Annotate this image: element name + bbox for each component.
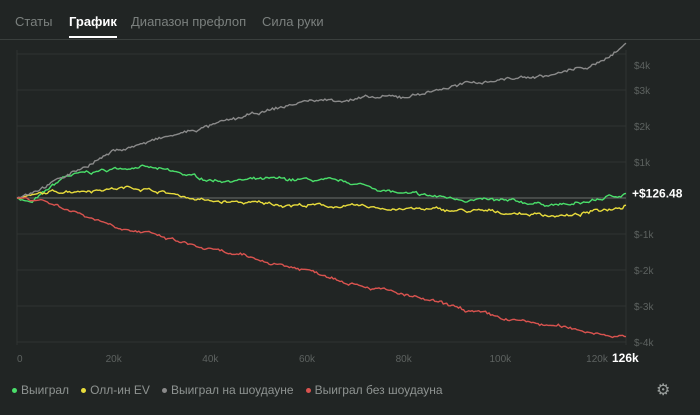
x-tick-label: 40k [202,354,219,365]
gear-icon[interactable]: ⚙ [656,382,671,399]
x-tick-label: 80k [396,354,413,365]
chart-legend: Выиграл Олл-ин EV Выиграл на шоудауне Выигр… [12,383,443,397]
x-tick-label: 60k [299,354,316,365]
y-tick-label: $1k [634,158,651,169]
series-line-2 [16,42,627,199]
legend-dot-icon [81,388,87,394]
legend-label: Выиграл на шоудауне [170,383,294,397]
legend-label: Выиграл без шоудауна [314,383,443,397]
y-tick-label: $-1k [634,230,654,241]
y-tick-label: $-3k [634,302,654,313]
y-tick-label: $4k [634,61,651,72]
x-tick-label: 120k [586,354,609,365]
tab-graph[interactable]: График [69,14,117,38]
series-line-1 [16,185,627,218]
legend-item[interactable]: Выиграл без шоудауна [305,383,443,397]
legend-item[interactable]: Выиграл на шоудауне [161,383,294,397]
series-line-3 [16,196,627,339]
legend-label: Выиграл [21,383,70,397]
y-tick-label: $2k [634,122,651,133]
legend-dot-icon [12,388,17,394]
legend-item[interactable]: Выиграл [12,383,69,397]
legend-label: Олл-ин EV [90,383,150,397]
legend-dot-icon [161,388,167,394]
y-tick-label: $-2k [634,266,654,277]
current-value-label: +$126.48 [632,186,683,200]
series-line-0 [16,164,627,207]
tab-bar: Статы График Диапазон префлоп Сила руки [0,0,700,40]
x-tick-label: 20k [106,354,123,365]
legend-dot-icon [305,388,311,394]
y-tick-label: $-4k [634,338,654,349]
legend-item[interactable]: Олл-ин EV [81,383,150,397]
x-end-label: 126k [612,351,639,365]
tab-stats[interactable]: Статы [15,14,53,29]
profit-chart: $4k $3k $2k $1k $-1k $-2k $-3k $-4k 0 20k 40k 60k 80… [16,42,683,365]
x-tick-label: 0 [17,354,23,365]
tab-hand-strength[interactable]: Сила руки [262,14,324,29]
x-tick-label: 100k [489,354,512,365]
tab-preflop-range[interactable]: Диапазон префлоп [131,14,247,29]
y-tick-label: $3k [634,86,651,97]
